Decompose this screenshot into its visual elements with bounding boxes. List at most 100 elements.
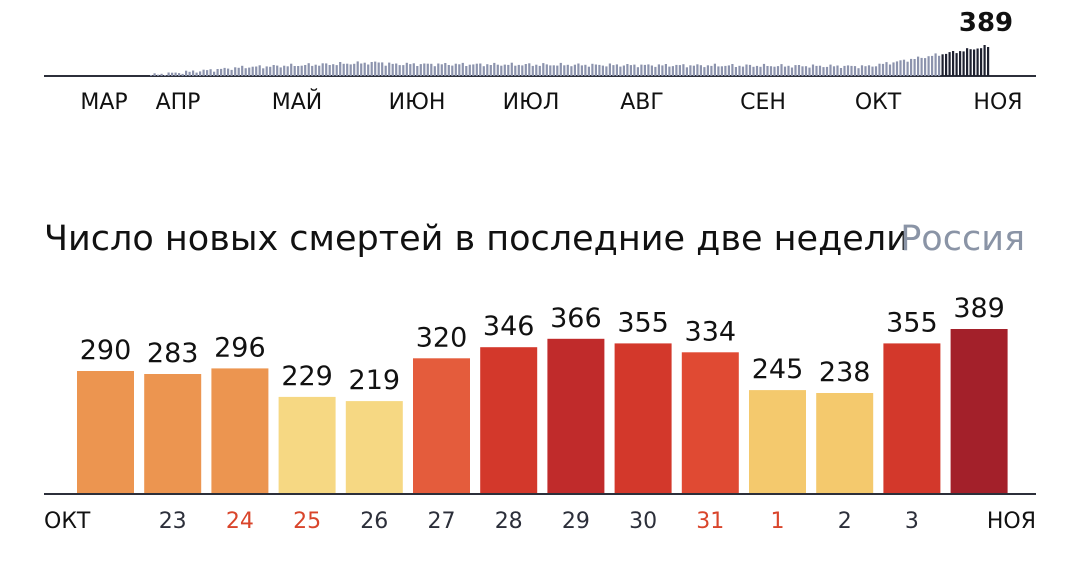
bar-value-label: 283 xyxy=(147,338,199,369)
bar xyxy=(413,358,470,494)
overview-bar xyxy=(167,72,170,76)
x-tick-label: 27 xyxy=(428,509,456,534)
overview-bar-highlight xyxy=(962,51,965,76)
overview-bar xyxy=(626,64,629,76)
x-tick-label: 3 xyxy=(905,509,919,534)
overview-bar xyxy=(178,73,181,76)
overview-bar xyxy=(496,64,499,76)
overview-bar xyxy=(759,66,762,76)
overview-bar xyxy=(797,65,801,76)
overview-bar xyxy=(409,64,412,76)
overview-bar xyxy=(860,65,864,76)
overview-bar xyxy=(871,66,874,76)
overview-bar xyxy=(549,65,552,76)
overview-bar xyxy=(440,64,443,76)
overview-bar xyxy=(885,62,888,76)
overview-bar xyxy=(654,66,657,76)
overview-bar xyxy=(433,66,436,76)
overview-bar xyxy=(920,57,923,76)
overview-bar xyxy=(787,65,790,76)
overview-bar xyxy=(668,66,671,76)
x-tick-label: 31 xyxy=(696,509,724,534)
overview-bar xyxy=(216,69,219,76)
overview-bar xyxy=(213,71,216,76)
overview-bar xyxy=(703,67,706,76)
overview-bar xyxy=(839,68,843,76)
overview-bar xyxy=(318,65,321,76)
overview-bar xyxy=(738,65,741,76)
overview-bar xyxy=(244,68,247,76)
overview-bar xyxy=(412,63,415,76)
region-label: Россия xyxy=(900,219,1025,259)
overview-bar xyxy=(524,64,527,76)
overview-bar-highlight xyxy=(941,54,944,76)
overview-bar xyxy=(815,65,818,76)
overview-bar xyxy=(640,64,643,76)
overview-bar xyxy=(258,65,261,76)
overview-bar xyxy=(612,65,615,76)
overview-bar xyxy=(892,62,895,76)
overview-bar-highlight xyxy=(952,51,955,76)
overview-month-label: АВГ xyxy=(620,90,664,115)
overview-bar xyxy=(356,61,359,76)
bar xyxy=(144,374,202,494)
overview-bar xyxy=(171,72,174,76)
overview-bar xyxy=(360,63,363,76)
overview-bar xyxy=(843,65,846,76)
overview-bar xyxy=(283,65,286,76)
overview-bar xyxy=(230,69,233,76)
overview-bar xyxy=(489,65,492,76)
bar-value-label: 320 xyxy=(416,322,468,353)
overview-bar xyxy=(850,65,853,76)
overview-bar xyxy=(335,65,338,76)
overview-bar-highlight xyxy=(973,49,976,76)
overview-bar xyxy=(633,64,636,76)
overview-bar xyxy=(713,63,716,76)
overview-bar xyxy=(818,65,822,76)
overview-bar xyxy=(853,66,857,76)
overview-month-label: ИЮН xyxy=(389,90,446,115)
overview-month-label: МАР xyxy=(80,90,127,115)
overview-bar xyxy=(710,65,713,76)
overview-bar xyxy=(647,64,650,76)
overview-bar xyxy=(521,65,524,76)
overview-bar xyxy=(888,64,892,76)
bar-value-label: 296 xyxy=(214,332,266,363)
overview-bar xyxy=(867,65,871,76)
overview-bar xyxy=(864,66,867,76)
overview-bar xyxy=(174,72,177,76)
overview-bar xyxy=(678,65,681,76)
overview-bar xyxy=(692,65,695,76)
overview-bar xyxy=(255,66,258,76)
overview-bar xyxy=(608,63,611,76)
overview-bar xyxy=(241,65,244,76)
overview-bar xyxy=(906,61,909,76)
overview-bar xyxy=(601,65,604,76)
overview-bar xyxy=(734,67,737,76)
overview-bar xyxy=(636,67,639,76)
overview-bar xyxy=(556,65,559,76)
overview-bar xyxy=(290,63,293,76)
overview-bar xyxy=(265,66,268,76)
overview-bar xyxy=(419,64,422,76)
overview-month-label: ОКТ xyxy=(855,90,902,115)
overview-bar xyxy=(493,62,496,76)
overview-bar xyxy=(538,65,541,76)
overview-bar xyxy=(447,65,450,76)
overview-bar xyxy=(622,65,625,76)
overview-bar xyxy=(454,63,457,76)
bar-value-label: 219 xyxy=(349,365,401,396)
overview-bar xyxy=(731,64,734,76)
overview-bar xyxy=(398,65,401,76)
bar xyxy=(950,329,1008,494)
overview-bar xyxy=(272,65,275,76)
overview-month-label: АПР xyxy=(156,90,201,115)
overview-bar xyxy=(878,63,881,76)
overview-bar xyxy=(829,64,832,76)
overview-bar xyxy=(594,64,597,76)
overview-bar xyxy=(514,65,517,76)
overview-peak-label: 389 xyxy=(959,8,1013,38)
bar xyxy=(883,343,941,494)
overview-bar xyxy=(545,64,548,76)
x-tick-label: НОЯ xyxy=(987,509,1036,534)
